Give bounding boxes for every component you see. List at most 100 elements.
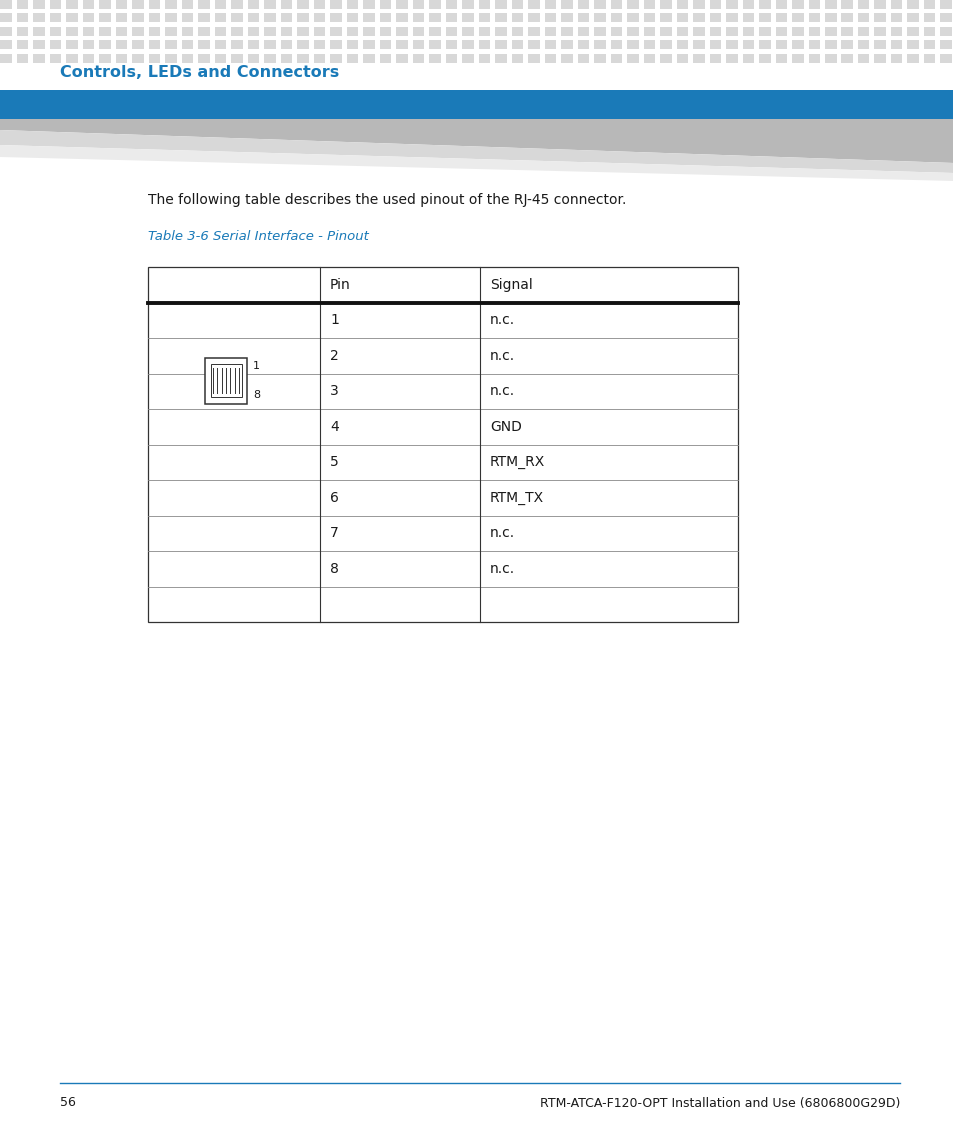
Bar bbox=[379, 27, 391, 35]
Bar bbox=[296, 54, 308, 63]
Bar bbox=[0, 0, 11, 8]
Bar bbox=[676, 54, 687, 63]
Bar bbox=[940, 54, 951, 63]
Bar bbox=[132, 0, 143, 8]
Bar bbox=[511, 40, 522, 49]
Bar bbox=[50, 40, 61, 49]
Bar bbox=[906, 0, 918, 8]
Bar bbox=[33, 40, 45, 49]
Bar bbox=[132, 54, 143, 63]
Bar bbox=[560, 27, 572, 35]
Bar bbox=[214, 40, 226, 49]
Bar bbox=[791, 54, 802, 63]
Bar bbox=[577, 54, 588, 63]
Bar bbox=[50, 54, 61, 63]
Bar bbox=[511, 27, 522, 35]
Bar bbox=[264, 0, 275, 8]
Bar bbox=[181, 40, 193, 49]
Bar bbox=[841, 54, 852, 63]
Bar bbox=[560, 14, 572, 22]
Bar bbox=[940, 0, 951, 8]
Bar bbox=[99, 14, 111, 22]
Text: 5: 5 bbox=[330, 456, 338, 469]
Bar bbox=[544, 14, 556, 22]
Bar bbox=[198, 0, 210, 8]
Text: n.c.: n.c. bbox=[490, 349, 515, 363]
Bar bbox=[791, 40, 802, 49]
Bar bbox=[363, 40, 375, 49]
Bar bbox=[544, 27, 556, 35]
Bar bbox=[759, 27, 770, 35]
Bar bbox=[577, 40, 588, 49]
Bar bbox=[692, 27, 703, 35]
Bar bbox=[0, 27, 11, 35]
Bar bbox=[577, 27, 588, 35]
Bar bbox=[181, 14, 193, 22]
Bar bbox=[807, 0, 820, 8]
Bar bbox=[82, 54, 94, 63]
Bar bbox=[66, 0, 77, 8]
Bar bbox=[330, 27, 341, 35]
Bar bbox=[759, 14, 770, 22]
Bar bbox=[132, 40, 143, 49]
Bar bbox=[478, 14, 490, 22]
Bar bbox=[346, 40, 357, 49]
Bar bbox=[807, 27, 820, 35]
Bar bbox=[759, 0, 770, 8]
Bar bbox=[346, 0, 357, 8]
Bar bbox=[659, 40, 671, 49]
Bar bbox=[791, 0, 802, 8]
Bar bbox=[709, 54, 720, 63]
Text: RTM-ATCA-F120-OPT Installation and Use (6806800G29D): RTM-ATCA-F120-OPT Installation and Use (… bbox=[539, 1097, 899, 1110]
Bar bbox=[280, 27, 292, 35]
Bar bbox=[264, 40, 275, 49]
Bar bbox=[412, 0, 423, 8]
Bar bbox=[412, 54, 423, 63]
Bar bbox=[741, 40, 753, 49]
Bar bbox=[165, 27, 176, 35]
Text: 8: 8 bbox=[330, 562, 338, 576]
Bar bbox=[0, 40, 11, 49]
Bar bbox=[379, 54, 391, 63]
Bar bbox=[544, 40, 556, 49]
Bar bbox=[676, 0, 687, 8]
Bar bbox=[379, 40, 391, 49]
Bar bbox=[330, 0, 341, 8]
Bar bbox=[66, 14, 77, 22]
Text: n.c.: n.c. bbox=[490, 562, 515, 576]
Bar bbox=[395, 54, 407, 63]
Bar bbox=[692, 40, 703, 49]
Bar bbox=[857, 14, 868, 22]
Bar bbox=[82, 40, 94, 49]
Bar bbox=[807, 54, 820, 63]
Bar bbox=[560, 40, 572, 49]
Text: RTM_RX: RTM_RX bbox=[490, 456, 545, 469]
Bar bbox=[495, 14, 506, 22]
Bar bbox=[692, 54, 703, 63]
Bar bbox=[412, 27, 423, 35]
Text: RTM_TX: RTM_TX bbox=[490, 491, 543, 505]
Bar bbox=[99, 0, 111, 8]
Bar bbox=[560, 0, 572, 8]
Bar bbox=[314, 54, 325, 63]
Bar bbox=[205, 357, 247, 403]
Bar bbox=[66, 40, 77, 49]
Bar bbox=[264, 27, 275, 35]
Bar bbox=[610, 27, 621, 35]
Bar bbox=[594, 54, 605, 63]
Bar bbox=[296, 27, 308, 35]
Bar bbox=[165, 40, 176, 49]
Bar bbox=[791, 27, 802, 35]
Text: Table 3-6 Serial Interface - Pinout: Table 3-6 Serial Interface - Pinout bbox=[148, 230, 369, 244]
Bar bbox=[874, 27, 885, 35]
Bar bbox=[363, 27, 375, 35]
Bar bbox=[33, 0, 45, 8]
Polygon shape bbox=[0, 131, 953, 173]
Bar bbox=[280, 14, 292, 22]
Bar bbox=[314, 14, 325, 22]
Bar bbox=[741, 14, 753, 22]
Bar bbox=[824, 27, 836, 35]
Bar bbox=[594, 14, 605, 22]
Bar bbox=[676, 14, 687, 22]
Bar bbox=[692, 14, 703, 22]
